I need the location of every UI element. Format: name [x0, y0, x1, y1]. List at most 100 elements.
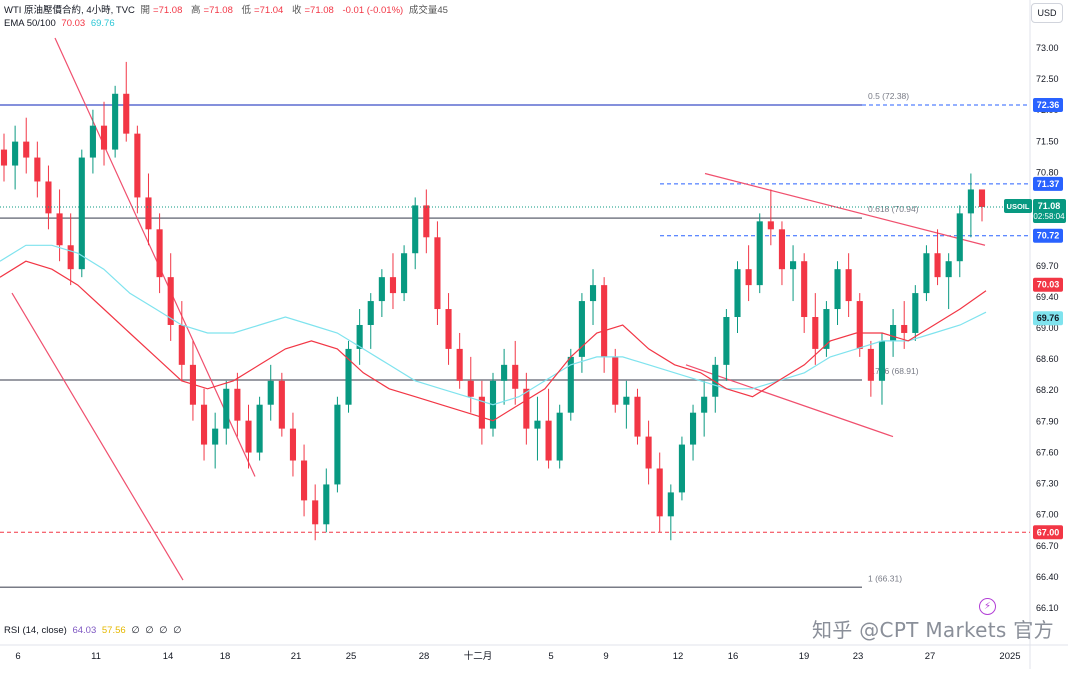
candle-body [923, 253, 930, 294]
symbol-badge [1004, 198, 1032, 213]
price-badge [1033, 97, 1063, 112]
y-tick-label: 71.50 [1036, 136, 1059, 146]
candle-body [501, 364, 508, 381]
candle-body [67, 245, 74, 270]
ohlc-high: 高 =71.08 [191, 5, 233, 16]
candle-body [723, 317, 730, 365]
countdown-value: 02:58:04 [1033, 212, 1065, 221]
watermark-text: 知乎 @CPT Markets 官方 [812, 618, 1054, 642]
candle-body [678, 444, 685, 493]
candle-body [556, 412, 563, 461]
y-tick-label: 66.40 [1036, 572, 1059, 582]
price-badge-label: 71.37 [1037, 179, 1060, 189]
ema50-line [0, 260, 987, 422]
candle-body [689, 412, 697, 445]
price-badge-label: 67.00 [1037, 527, 1060, 537]
candle-body [512, 364, 519, 389]
candle-body [745, 269, 752, 286]
y-tick-label: 68.60 [1036, 354, 1059, 364]
trendline [685, 364, 894, 438]
candle-body [456, 348, 463, 381]
y-tick-label: 67.60 [1036, 447, 1059, 457]
x-tick-label: 27 [925, 651, 936, 662]
candle-body [434, 237, 441, 310]
price-badge [1033, 228, 1063, 243]
candle-body [778, 229, 786, 270]
candle-body [601, 285, 608, 357]
candle-body [323, 484, 330, 525]
x-tick-label: 11 [91, 651, 101, 662]
x-tick-label: 2025 [999, 651, 1020, 662]
y-tick-label: 73.00 [1036, 43, 1059, 53]
candle-body [223, 388, 230, 429]
candle-body [378, 277, 385, 302]
current-price-badge [1033, 198, 1066, 223]
candle-body [367, 301, 374, 325]
change-value: -0.01 (-0.01%) [342, 5, 404, 16]
candle-body [934, 253, 941, 278]
lightning-icon[interactable]: ⚡ [979, 598, 996, 615]
candle-body [767, 221, 774, 230]
rsi-extra-4: ∅ [173, 625, 182, 636]
candle-body [912, 293, 919, 333]
symbol-line: WTI 原油壓價合約, 4小時, TVC [4, 5, 135, 16]
candle-body [145, 197, 152, 230]
x-tick-label: 6 [15, 651, 20, 662]
candle-body [445, 309, 452, 349]
candle-body [734, 269, 741, 318]
y-tick-label: 72.50 [1036, 74, 1059, 84]
price-badge [1033, 176, 1063, 191]
ema50-value: 70.03 [61, 18, 86, 29]
price-badge-label: 72.36 [1037, 100, 1060, 110]
y-tick-label: 67.30 [1036, 479, 1059, 489]
candle-body [712, 364, 719, 397]
y-tick-label: 67.90 [1036, 416, 1059, 426]
candle-body [945, 261, 952, 278]
candle-body [901, 324, 908, 333]
candle-body [667, 492, 674, 517]
candle-body [334, 404, 341, 485]
volume-value: 成交量45 [408, 5, 448, 16]
level-label: 1 (66.31) [868, 573, 902, 583]
candle-body [167, 277, 174, 325]
candle-body [701, 396, 708, 413]
trendline [704, 172, 986, 246]
price-badge [1033, 525, 1063, 540]
price-badge-label: 70.72 [1037, 231, 1060, 241]
candle-body [878, 340, 886, 381]
currency-button[interactable]: USD [1031, 3, 1063, 23]
current-price-value: 71.08 [1038, 201, 1061, 211]
candle-body [423, 205, 430, 238]
ema-legend: EMA 50/100 70.03 69.76 [4, 18, 118, 30]
candle-body [656, 468, 663, 517]
y-tick-label: 69.40 [1036, 292, 1059, 302]
candle-body [100, 125, 108, 150]
candle-body [623, 396, 630, 405]
symbol-badge-label: USOIL [1007, 202, 1030, 211]
candle-body [956, 213, 963, 262]
candle-body [289, 428, 297, 461]
candle-body [467, 380, 474, 397]
symbol-legend: WTI 原油壓價合約, 4小時, TVC 開 =71.08 高 =71.08 低 =7… [4, 5, 451, 17]
x-tick-label: 21 [291, 651, 302, 662]
candle-body [812, 317, 819, 349]
candle-body [634, 396, 641, 437]
candle-body [856, 301, 863, 349]
candle-body [12, 141, 19, 166]
candle-body [978, 189, 986, 207]
rsi-extra-3: ∅ [159, 625, 168, 636]
candle-body [0, 149, 8, 166]
candle-body [78, 157, 85, 270]
candle-body [389, 277, 397, 294]
candle-body [267, 380, 274, 405]
candle-body [234, 388, 241, 421]
candle-body [801, 261, 808, 318]
trendline [11, 292, 184, 581]
candle-body [478, 396, 485, 429]
x-tick-label: 十二月 [464, 650, 493, 662]
candle-body [401, 253, 408, 294]
candle-body [567, 356, 574, 413]
y-tick-label: 68.20 [1036, 385, 1059, 395]
